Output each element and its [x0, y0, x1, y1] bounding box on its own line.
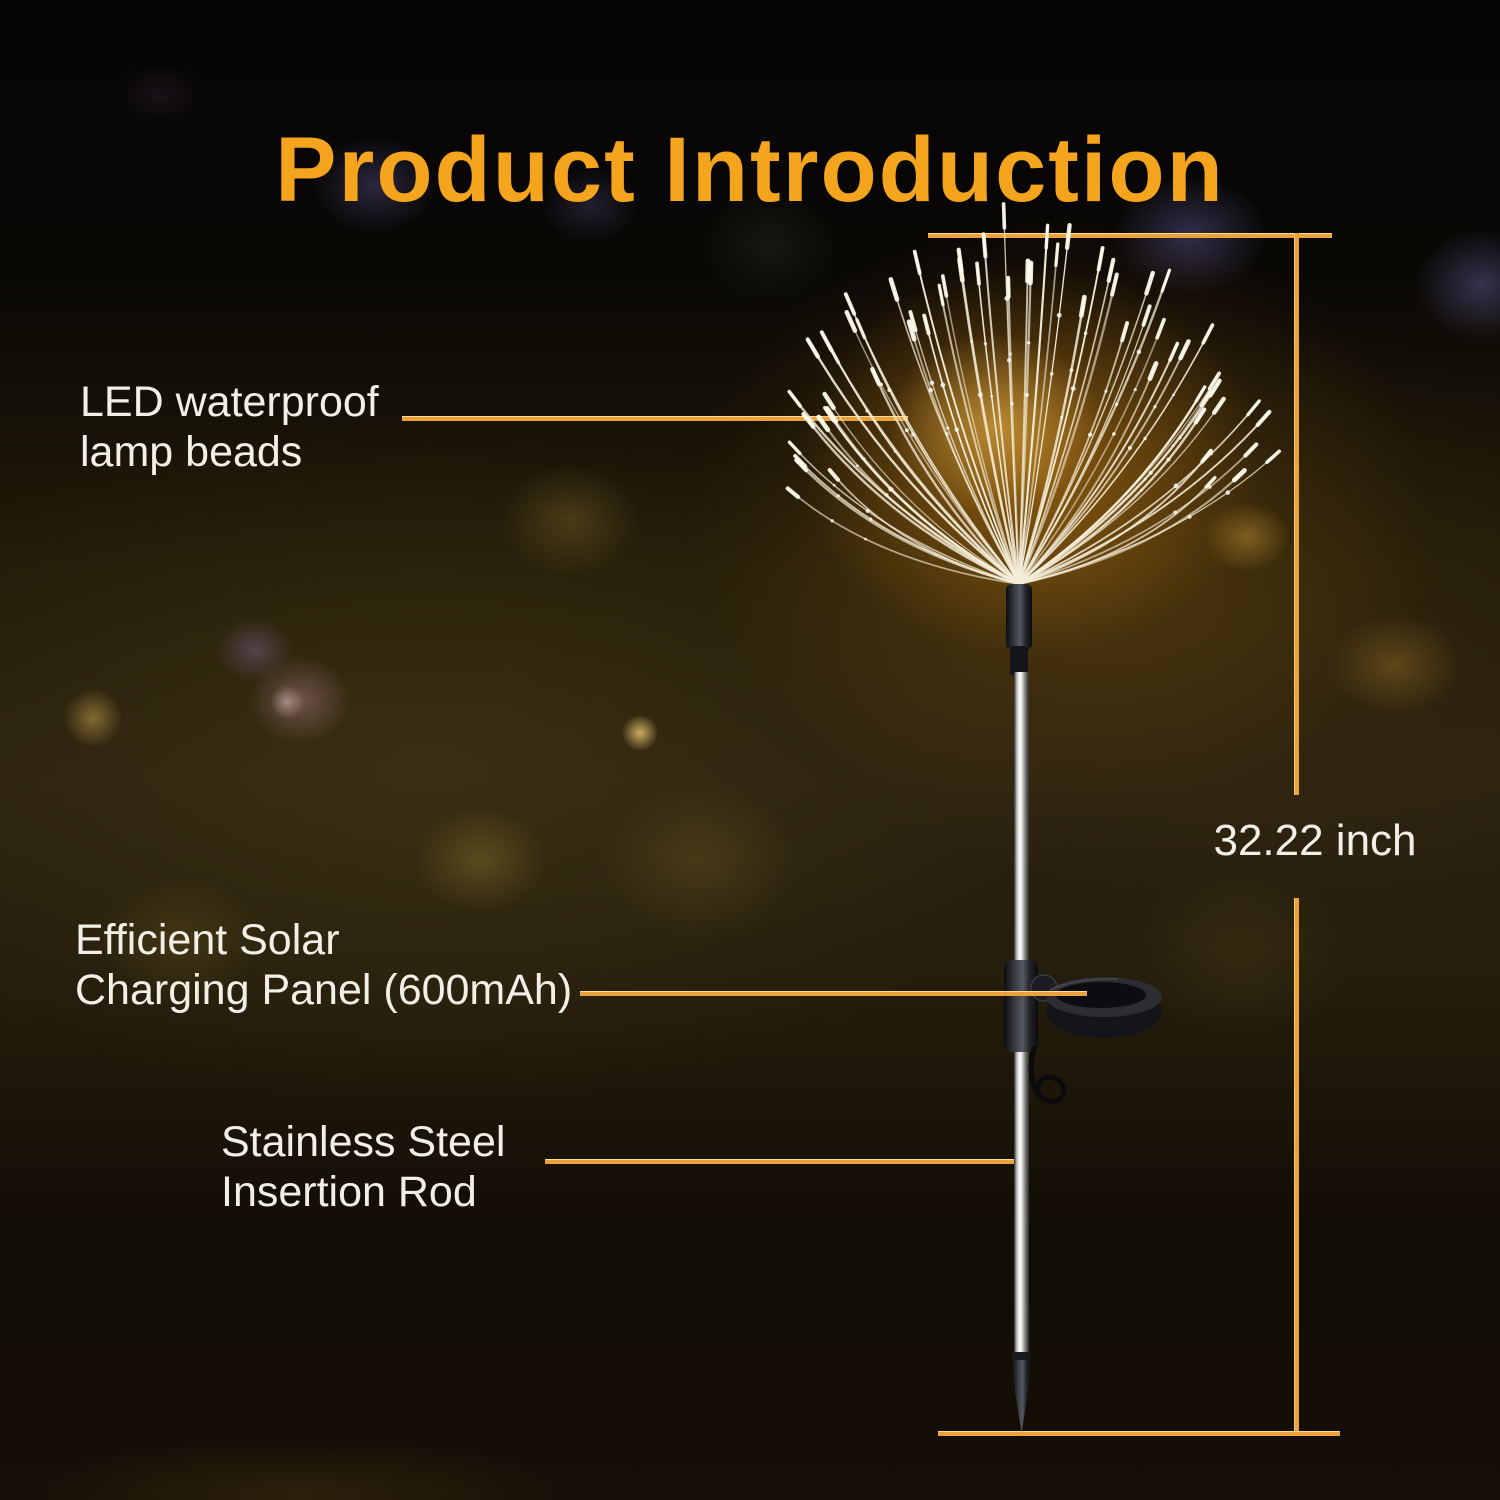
- lamp-cap-joint: [1010, 646, 1028, 676]
- label-led-lamp-beads: LED waterproof lamp beads: [80, 378, 379, 478]
- dimension-label: 32.22 inch: [1213, 816, 1417, 865]
- dimension-line-vertical-upper: [1294, 233, 1299, 795]
- label-rod-line2: Insertion Rod: [221, 1167, 477, 1216]
- callout-line-led: [402, 416, 908, 421]
- callout-line-rod: [545, 1159, 1018, 1164]
- ground-spike: [1012, 1360, 1031, 1433]
- label-led-line2: lamp beads: [80, 427, 303, 476]
- dimension-line-top: [928, 233, 1332, 238]
- page-title: Product Introduction: [275, 118, 1225, 221]
- solar-cell: [1056, 982, 1146, 1008]
- label-insertion-rod: Stainless Steel Insertion Rod: [221, 1118, 505, 1218]
- panel-highlight: [1049, 977, 1119, 991]
- lamp-cap: [1006, 584, 1032, 650]
- dimension-line-bottom: [938, 1431, 1340, 1436]
- label-led-line1: LED waterproof: [80, 378, 379, 426]
- callout-line-solar: [580, 991, 1087, 996]
- panel-clamp: [1004, 960, 1038, 1052]
- label-solar-line1: Efficient Solar: [75, 916, 340, 964]
- label-solar-line2: Charging Panel (600mAh): [75, 965, 573, 1014]
- power-cord: [1028, 1045, 1067, 1105]
- label-rod-line1: Stainless Steel: [221, 1118, 506, 1166]
- firework-led-strands: [785, 202, 1282, 586]
- label-solar-panel: Efficient Solar Charging Panel (600mAh): [75, 916, 572, 1016]
- dimension-line-vertical-lower: [1294, 898, 1299, 1436]
